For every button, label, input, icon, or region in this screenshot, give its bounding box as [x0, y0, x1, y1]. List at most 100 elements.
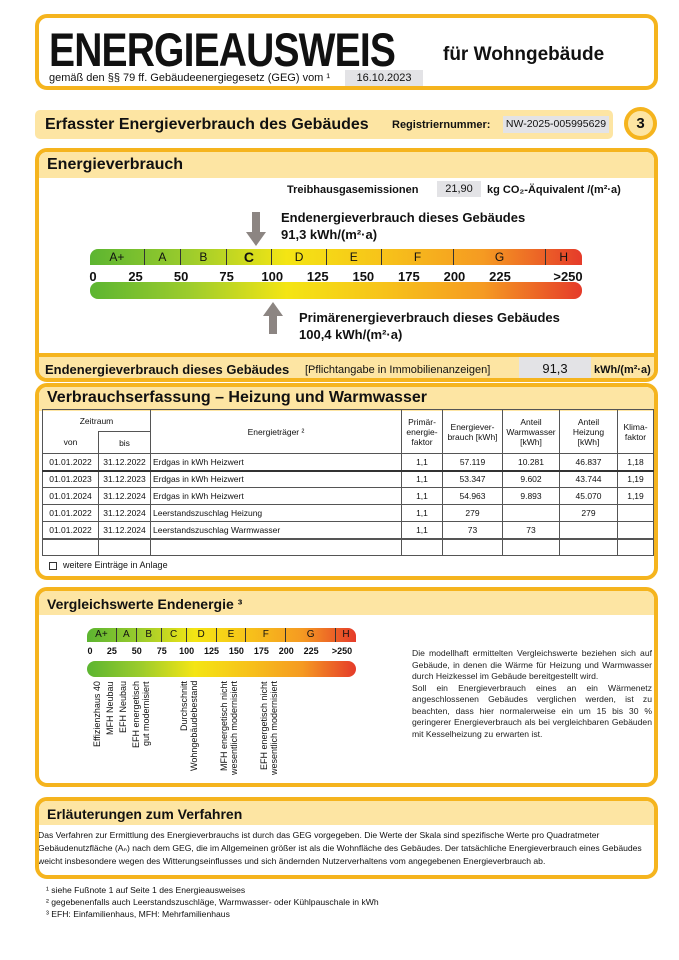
cell-hot-water-share: 9.602 — [502, 470, 560, 488]
cell-primary-factor: 1,1 — [401, 504, 443, 522]
ghg-label: Treibhausgasemissionen — [287, 184, 419, 196]
more-entries-label: weitere Einträge in Anlage — [63, 560, 168, 570]
cell-hot-water-share: 9.893 — [502, 487, 560, 505]
energy-class-a: A — [145, 249, 182, 265]
cell-to-date — [98, 538, 151, 556]
header-energy-carrier: Energieträger ² — [150, 409, 402, 454]
energy-class-d: D — [187, 628, 217, 642]
cell-energy-carrier: Erdgas in kWh Heizwert — [150, 487, 402, 505]
scale-tick-label: 125 — [204, 646, 220, 656]
document-subtitle: für Wohngebäude — [443, 44, 605, 65]
registration-label: Registriernummer: — [392, 119, 491, 131]
end-energy-arrow-icon — [246, 212, 267, 246]
cell-climate-factor: 1,19 — [617, 487, 654, 505]
comparison-box: Vergleichswerte Endenergie ³ A+ A B C D E F G H 0… — [35, 587, 658, 787]
energy-class-b: B — [137, 628, 162, 642]
explanation-box: Erläuterungen zum Verfahren Das Verfahre… — [35, 797, 658, 879]
explanation-title: Erläuterungen zum Verfahren — [39, 801, 654, 825]
consumption-record-box: Verbrauchserfassung – Heizung und Warmwa… — [35, 383, 658, 580]
cell-hot-water-share — [502, 504, 560, 522]
cell-from-date: 01.01.2022 — [42, 521, 99, 539]
cell-heating-share: 279 — [559, 504, 618, 522]
more-entries-checkbox[interactable] — [49, 562, 57, 570]
energy-class-d: D — [272, 249, 327, 265]
consumption-table: Zeitraum Energieträger ² Primär-energie-… — [42, 409, 654, 556]
energy-class-f: F — [246, 628, 287, 642]
scale-tick-label: 200 — [278, 646, 294, 656]
energy-class-c: C — [227, 249, 273, 265]
scale-tick-label: 100 — [179, 646, 195, 656]
scale-tick-label: 150 — [228, 646, 244, 656]
energy-class-e: E — [327, 249, 382, 265]
cell-energy-carrier: Erdgas in kWh Heizwert — [150, 453, 402, 471]
cell-from-date: 01.01.2022 — [42, 453, 99, 471]
cell-consumption: 53.347 — [442, 470, 503, 488]
footnotes: ¹ siehe Fußnote 1 auf Seite 1 des Energi… — [46, 884, 379, 920]
reference-label: Effizienzhaus 40 — [92, 681, 102, 747]
table-row: 01.01.2022 31.12.2022 Erdgas in kWh Heizwe… — [42, 453, 654, 471]
cell-primary-factor: 1,1 — [401, 487, 443, 505]
registration-number: NW-2025-005995629 — [503, 116, 609, 133]
energy-gradient-bar — [90, 282, 582, 299]
cell-from-date — [42, 538, 99, 556]
cell-primary-factor: 1,1 — [401, 470, 443, 488]
cell-from-date: 01.01.2024 — [42, 487, 99, 505]
end-energy-value: 91,3 kWh/(m²·a) — [281, 227, 378, 242]
cell-to-date: 31.12.2023 — [98, 470, 151, 488]
scale-tick-label: 150 — [352, 269, 375, 284]
cell-from-date: 01.01.2022 — [42, 504, 99, 522]
issue-date: 16.10.2023 — [345, 70, 423, 86]
cell-to-date: 31.12.2024 — [98, 504, 151, 522]
cell-climate-factor: 1,19 — [617, 470, 654, 488]
cell-consumption: 57.119 — [442, 453, 503, 471]
header-period: Zeitraum — [42, 409, 151, 432]
scale-tick-label: 50 — [131, 646, 142, 656]
scale-tick-label: 125 — [306, 269, 329, 284]
comparison-scale: A+ A B C D E F G H 0 25 50 75 100 125 150 175 200 225 >250 — [87, 628, 356, 678]
cell-energy-carrier: Erdgas in kWh Heizwert — [150, 470, 402, 488]
scale-tick-label: 225 — [489, 269, 511, 284]
comparison-text-2: Soll ein Energieverbrauch eines an ein W… — [412, 682, 652, 739]
cell-from-date: 01.01.2023 — [42, 470, 99, 488]
energy-class-g: G — [454, 249, 546, 265]
scale-tick-label: 50 — [173, 269, 189, 284]
table-row: 01.01.2024 31.12.2024 Erdgas in kWh Heizwe… — [42, 487, 654, 505]
cell-consumption: 73 — [442, 521, 503, 539]
cell-climate-factor: 1,18 — [617, 453, 654, 471]
cell-energy-carrier — [150, 538, 402, 556]
comparison-text-1: Die modellhaft ermittelten Vergleichswer… — [412, 648, 652, 681]
energy-consumption-box: Energieverbrauch Treibhausgasemissionen … — [35, 148, 658, 382]
explanation-text: Das Verfahren zur Ermittlung des Energie… — [38, 830, 642, 866]
cell-energy-carrier: Leerstandszuschlag Heizung — [150, 504, 402, 522]
end-row-unit: kWh/(m²·a) — [594, 364, 651, 376]
table-row: 01.01.2022 31.12.2024 Leerstandszuschlag H… — [42, 504, 654, 522]
header-from: von — [42, 431, 99, 454]
end-energy-row: Endenergieverbrauch dieses Gebäudes [Pfl… — [39, 353, 654, 378]
end-energy-label: Endenergieverbrauch dieses Gebäudes — [281, 210, 526, 225]
energy-class-aplus: A+ — [87, 628, 117, 642]
cell-primary-factor — [401, 538, 443, 556]
energy-class-bar: A+ A B C D E F G H — [87, 628, 356, 642]
comparison-text: Die modellhaft ermittelten Vergleichswer… — [412, 648, 652, 740]
cell-primary-factor: 1,1 — [401, 453, 443, 471]
table-row: 01.01.2022 31.12.2024 Leerstandszuschlag W… — [42, 521, 654, 539]
end-row-note: [Pflichtangabe in Immobilienanzeigen] — [305, 364, 491, 376]
reference-label: Durchschnitt Wohngebäudebestand — [179, 681, 199, 772]
comparison-title: Vergleichswerte Endenergie ³ — [39, 591, 654, 615]
page-number: 3 — [624, 107, 657, 140]
reference-label: MFH energetisch nicht wesentlich moderni… — [219, 681, 239, 776]
energy-class-bar: A+ A B C D E F G H — [90, 249, 582, 265]
scale-tick-label: 100 — [261, 269, 284, 284]
scale-tick-label: 0 — [89, 269, 97, 284]
scale-tick-label: >250 — [553, 269, 583, 284]
header-primary-factor: Primär-energie-faktor — [401, 409, 443, 454]
cell-consumption — [442, 538, 503, 556]
energy-class-e: E — [217, 628, 247, 642]
end-row-label: Endenergieverbrauch dieses Gebäudes — [45, 362, 290, 377]
footnote-3: ³ EFH: Einfamilienhaus, MFH: Mehrfamilie… — [46, 909, 230, 919]
primary-energy-arrow-icon — [262, 302, 283, 334]
energy-class-aplus: A+ — [90, 249, 145, 265]
section-title: Erfasster Energieverbrauch des Gebäudes — [45, 116, 369, 133]
energy-class-f: F — [382, 249, 455, 265]
cell-climate-factor — [617, 521, 654, 539]
